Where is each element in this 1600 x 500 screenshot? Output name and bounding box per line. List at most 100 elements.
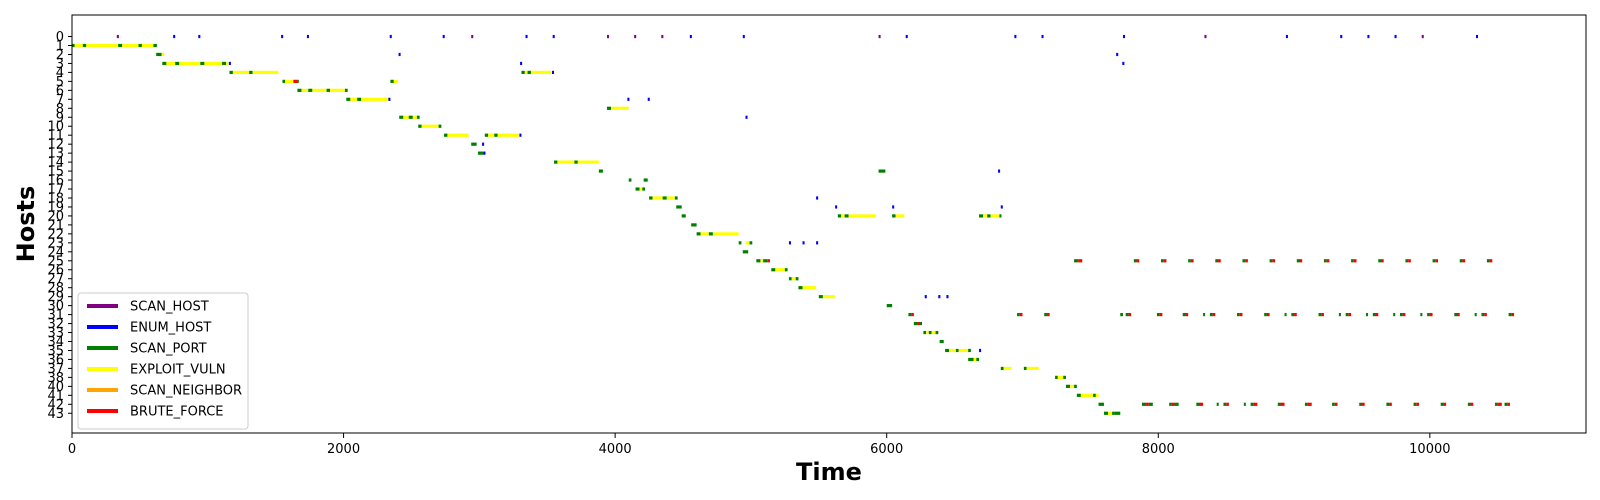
event-bar-exploit-vuln: [204, 61, 223, 66]
event-bar-enum-host: [745, 115, 748, 119]
y-tick-label: 17: [47, 183, 64, 198]
y-tick-label: 14: [47, 156, 64, 171]
event-bar-brute-force: [1272, 259, 1276, 263]
event-bar-scan-port: [1243, 402, 1246, 406]
event-bar-scan-port: [1141, 402, 1147, 406]
event-bar-exploit-vuln: [122, 43, 139, 48]
y-tick-label: 31: [47, 308, 64, 323]
event-bar-scan-port: [1156, 313, 1160, 317]
event-bar-brute-force: [1136, 259, 1140, 263]
event-bar-scan-port: [1420, 313, 1423, 317]
event-bar-brute-force: [1462, 259, 1466, 263]
y-axis-title: Hosts: [12, 186, 40, 263]
event-bar-scan-port: [1386, 402, 1390, 406]
event-bar-exploit-vuln: [497, 133, 519, 137]
event-bar-brute-force: [1171, 402, 1175, 406]
event-bar-scan-port: [1345, 313, 1349, 317]
event-bar-exploit-vuln: [895, 214, 905, 218]
y-tick-label: 6: [56, 84, 64, 99]
event-bar-enum-host: [689, 34, 692, 39]
event-bar-scan-port: [138, 43, 142, 48]
event-bar-enum-host: [442, 34, 445, 39]
legend-label: ENUM_HOST: [130, 321, 211, 336]
event-bars: [72, 34, 1515, 415]
event-bar-brute-force: [1507, 402, 1510, 406]
plot-frame: [71, 14, 1587, 434]
event-bar-enum-host: [924, 295, 927, 299]
event-bar-scan-port: [1277, 402, 1281, 406]
event-bar-scan-port: [1216, 402, 1219, 406]
event-bar-exploit-vuln: [86, 43, 119, 48]
event-bar-scan-port: [987, 214, 991, 218]
x-tick-label: 10000: [1409, 442, 1450, 457]
event-bar-scan-port: [1098, 402, 1104, 406]
event-bar-exploit-vuln: [412, 115, 417, 119]
legend-label: BRUTE_FORCE: [130, 405, 224, 420]
event-bar-exploit-vuln: [393, 79, 398, 83]
event-bar-exploit-vuln: [350, 97, 358, 101]
event-bar-scan-host: [661, 34, 664, 39]
event-bar-scan-port: [979, 214, 984, 218]
event-bar-exploit-vuln: [524, 70, 528, 75]
event-bar-scan-port: [471, 142, 477, 146]
y-tick-label: 16: [47, 174, 64, 189]
legend-label: SCAN_PORT: [130, 342, 207, 357]
event-bar-scan-port: [1504, 402, 1508, 406]
y-tick-label: 13: [47, 147, 64, 162]
event-bar-scan-port: [1495, 402, 1498, 406]
event-bar-scan-port: [676, 205, 682, 209]
event-bar-enum-host: [946, 295, 949, 299]
event-bar-brute-force: [1226, 402, 1229, 406]
event-bar-scan-port: [297, 88, 302, 92]
event-bar-exploit-vuln: [488, 133, 495, 137]
y-tick-label: 41: [47, 389, 64, 404]
event-bar-scan-port: [1055, 375, 1058, 379]
event-bar-brute-force: [1280, 402, 1285, 406]
event-bar-scan-port: [1223, 402, 1227, 406]
event-bar-exploit-vuln: [958, 348, 969, 353]
event-bar-scan-port: [708, 232, 713, 236]
event-bar-enum-host: [1394, 34, 1397, 39]
event-bar-scan-port: [784, 268, 788, 272]
event-bar-enum-host: [306, 34, 309, 39]
y-tick-label: 24: [47, 245, 64, 260]
event-bar-scan-port: [249, 70, 253, 75]
event-bar-scan-port: [1351, 259, 1354, 263]
y-tick-label: 33: [47, 326, 64, 341]
event-bar-scan-port: [399, 115, 404, 119]
event-bar-enum-host: [1122, 34, 1126, 39]
event-bar-exploit-vuln: [745, 241, 750, 245]
event-bar-brute-force: [1239, 313, 1243, 317]
event-bar-exploit-vuln: [760, 259, 764, 263]
event-bar-scan-port: [1023, 366, 1027, 371]
legend-label: EXPLOIT_VULN: [130, 363, 226, 378]
event-bar-scan-port: [1481, 313, 1485, 317]
event-bar-scan-port: [1160, 259, 1164, 263]
event-bar-scan-port: [408, 115, 413, 119]
y-tick-label: 35: [47, 344, 64, 359]
event-bar-exploit-vuln: [983, 214, 988, 218]
event-bar-scan-port: [1323, 259, 1327, 263]
event-bar-brute-force: [1212, 313, 1216, 317]
event-bar-scan-port: [390, 79, 394, 83]
event-bar-exploit-vuln: [74, 43, 83, 48]
event-bar-scan-port: [162, 61, 167, 66]
event-bar-scan-port: [913, 321, 918, 326]
event-bar-brute-force: [1348, 313, 1352, 317]
event-bar-scan-port: [1318, 313, 1322, 317]
event-bar-scan-port: [1338, 313, 1341, 317]
event-bar-enum-host: [281, 34, 284, 39]
event-bar-scan-port: [1304, 402, 1308, 406]
event-bar-scan-port: [1196, 402, 1200, 406]
event-bar-scan-port: [892, 214, 896, 218]
event-bar-brute-force: [1353, 259, 1357, 263]
event-bar-enum-host: [802, 241, 805, 245]
event-bar-scan-port: [691, 223, 697, 227]
event-bar-scan-port: [346, 97, 351, 101]
y-tick-label: 30: [47, 299, 64, 314]
event-bar-scan-port: [222, 61, 227, 66]
event-bar-enum-host: [816, 196, 819, 200]
event-bar-brute-force: [1294, 313, 1297, 317]
event-bar-scan-port: [521, 70, 525, 75]
